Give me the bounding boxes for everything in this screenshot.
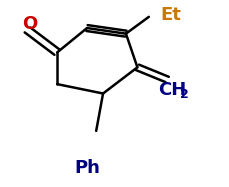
Text: O: O [22, 15, 37, 33]
Text: 2: 2 [180, 88, 188, 101]
Text: Et: Et [160, 6, 181, 24]
Text: CH: CH [158, 81, 186, 99]
Text: Ph: Ph [74, 159, 100, 177]
